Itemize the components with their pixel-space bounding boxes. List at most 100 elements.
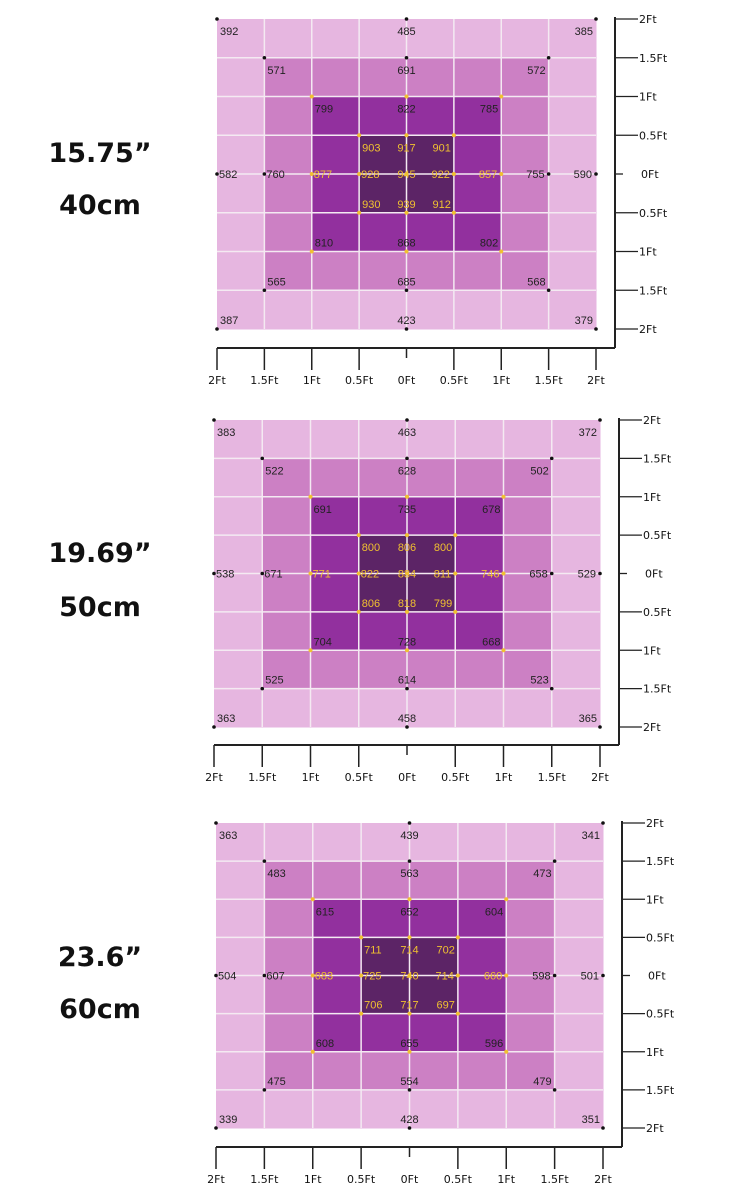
measurement-point [262, 1088, 267, 1092]
heatmap-cell [548, 135, 597, 175]
measurement-value: 706 [364, 1000, 382, 1012]
y-axis-tick-label: 2Ft [643, 721, 661, 734]
measurement-point [262, 172, 267, 176]
y-axis-tick-label: 0.5Ft [646, 1008, 675, 1021]
measurement-point [260, 456, 265, 461]
heatmap-cell [361, 975, 410, 1015]
heatmap-cell [457, 861, 507, 900]
heatmap-cell [453, 251, 502, 291]
heatmap-cell [409, 1013, 459, 1053]
measurement-value: 372 [579, 427, 597, 439]
heatmap-cell [548, 251, 597, 291]
heatmap-cell [455, 496, 504, 536]
measurement-value: 522 [265, 465, 283, 477]
measurement-point [407, 1088, 412, 1092]
measurement-value: 877 [314, 169, 332, 181]
heatmap-cell [216, 1089, 265, 1129]
measurement-value: 834 [398, 569, 416, 581]
heatmap-cell [501, 212, 550, 252]
heatmap-cell [361, 1089, 410, 1129]
heatmap-cell [554, 937, 604, 976]
measurement-point [359, 973, 364, 978]
measurement-point [262, 859, 267, 863]
measurement-point [407, 1011, 412, 1016]
heatmap-cell [503, 688, 553, 728]
measurement-value: 735 [398, 504, 416, 516]
heatmap-cell [264, 1089, 314, 1129]
heatmap-cell [217, 96, 265, 136]
x-axis-tick-label: 0Ft [401, 1173, 419, 1186]
heatmap-cell [457, 937, 507, 976]
measurement-point [260, 686, 265, 691]
heatmap-cell [217, 290, 265, 330]
measurement-point [499, 249, 504, 254]
measurement-value: 945 [397, 169, 415, 181]
measurement-value: 341 [582, 830, 600, 842]
measurement-point [594, 172, 598, 176]
measurement-value: 563 [400, 868, 418, 880]
y-axis-tick-label: 1.5Ft [643, 683, 672, 696]
measurement-value: 691 [314, 504, 332, 516]
heatmap-cell [551, 535, 601, 574]
measurement-value: 912 [433, 199, 451, 211]
heatmap-cell [217, 212, 265, 252]
measurement-point [594, 327, 598, 331]
heatmap-cell [214, 611, 263, 651]
measurement-point [453, 609, 458, 614]
measurement-value: 485 [397, 26, 415, 38]
measurement-value: 725 [363, 971, 381, 983]
measurement-value: 590 [574, 169, 592, 181]
measurement-value: 463 [398, 427, 416, 439]
y-axis-tick-label: 1.5Ft [646, 1084, 675, 1097]
heatmap-cell [264, 823, 314, 862]
heatmap-cell [310, 458, 360, 498]
heatmap-cell [216, 975, 265, 1015]
heatmap-cell [407, 573, 456, 613]
x-axis-tick-label: 2Ft [594, 1173, 612, 1186]
heatmap-cell [311, 96, 360, 136]
measurement-value: 571 [267, 65, 285, 77]
measurement-point [455, 973, 460, 978]
measurement-value: 615 [316, 906, 334, 918]
heatmap-cell [214, 496, 263, 536]
heatmap-cell [548, 19, 597, 59]
heatmap-cell [506, 1013, 556, 1053]
measurement-value: 479 [533, 1076, 551, 1088]
heatmap-cell [216, 1013, 265, 1053]
y-axis-tick-label: 1.5Ft [643, 452, 672, 465]
measurement-point [405, 571, 409, 576]
heatmap-cell [264, 861, 314, 900]
heatmap-cell [310, 420, 360, 459]
x-axis-tick-label: 0Ft [398, 374, 416, 387]
measurement-point [549, 686, 554, 691]
measurement-point [359, 935, 364, 940]
heatmap-cell [311, 290, 360, 330]
measurement-value: 598 [532, 971, 550, 983]
measurement-value: 473 [533, 868, 551, 880]
heatmap-cell [359, 57, 407, 97]
measurement-value: 714 [436, 971, 454, 983]
measurement-point [309, 249, 314, 254]
heatmap-cell [453, 96, 502, 136]
heatmap-cell [361, 899, 410, 938]
heatmap-cell [311, 135, 360, 175]
heatmap-cell [554, 1089, 604, 1129]
heatmap-cell [407, 611, 456, 651]
heatmap-cell [264, 174, 313, 214]
measurement-point [260, 571, 265, 576]
measurement-value: 363 [219, 830, 237, 842]
heatmap-cell [457, 1089, 507, 1129]
measurement-point [598, 418, 602, 422]
measurement-value: 799 [315, 104, 333, 116]
measurement-point [601, 1126, 605, 1130]
heatmap-cell [359, 174, 407, 214]
measurement-value: 439 [400, 830, 418, 842]
measurement-value: 365 [579, 713, 597, 725]
measurement-value: 483 [267, 868, 285, 880]
measurement-value: 565 [267, 276, 285, 288]
x-axis-tick-label: 1.5Ft [250, 1173, 279, 1186]
heatmap-cell [312, 823, 362, 862]
heatmap-cell [361, 1051, 410, 1091]
heatmap-cell [548, 57, 597, 97]
measurement-value: 704 [314, 636, 332, 648]
